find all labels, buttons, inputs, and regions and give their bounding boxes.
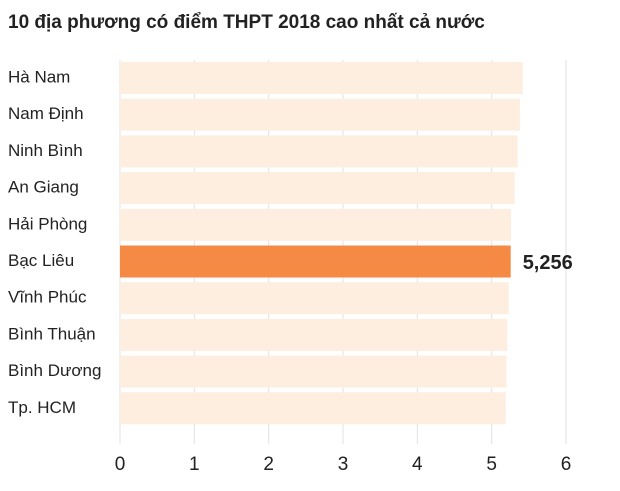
x-tick-label: 5 <box>486 454 497 475</box>
y-tick-label: Ninh Bình <box>8 141 83 160</box>
x-tick-label: 2 <box>263 454 274 475</box>
chart-title: 10 địa phương có điểm THPT 2018 cao nhất… <box>8 12 485 33</box>
bar <box>120 355 507 388</box>
x-tick-label: 1 <box>189 454 200 475</box>
y-tick-label: Bình Thuận <box>8 324 96 343</box>
bar <box>120 392 506 425</box>
y-tick-label: Vĩnh Phúc <box>8 288 87 307</box>
value-label: 5,256 <box>523 252 573 274</box>
bar <box>120 62 523 94</box>
y-tick-label: Nam Định <box>8 104 84 123</box>
bar <box>120 318 508 351</box>
y-tick-label: Hà Nam <box>8 67 70 86</box>
y-tick-label: Bạc Liêu <box>8 251 74 270</box>
y-tick-label: Bình Dương <box>8 361 101 380</box>
x-tick-label: 4 <box>412 454 423 475</box>
bar <box>120 98 520 131</box>
x-tick-label: 3 <box>338 454 349 475</box>
bar <box>120 245 511 278</box>
y-tick-label: Tp. HCM <box>8 398 76 417</box>
x-tick-label: 0 <box>115 454 126 475</box>
y-tick-label: An Giang <box>8 178 79 197</box>
bar <box>120 172 515 205</box>
bar <box>120 208 511 241</box>
x-tick-label: 6 <box>561 454 572 475</box>
y-tick-label: Hải Phòng <box>8 214 87 233</box>
bar <box>120 135 518 168</box>
bar <box>120 282 509 315</box>
